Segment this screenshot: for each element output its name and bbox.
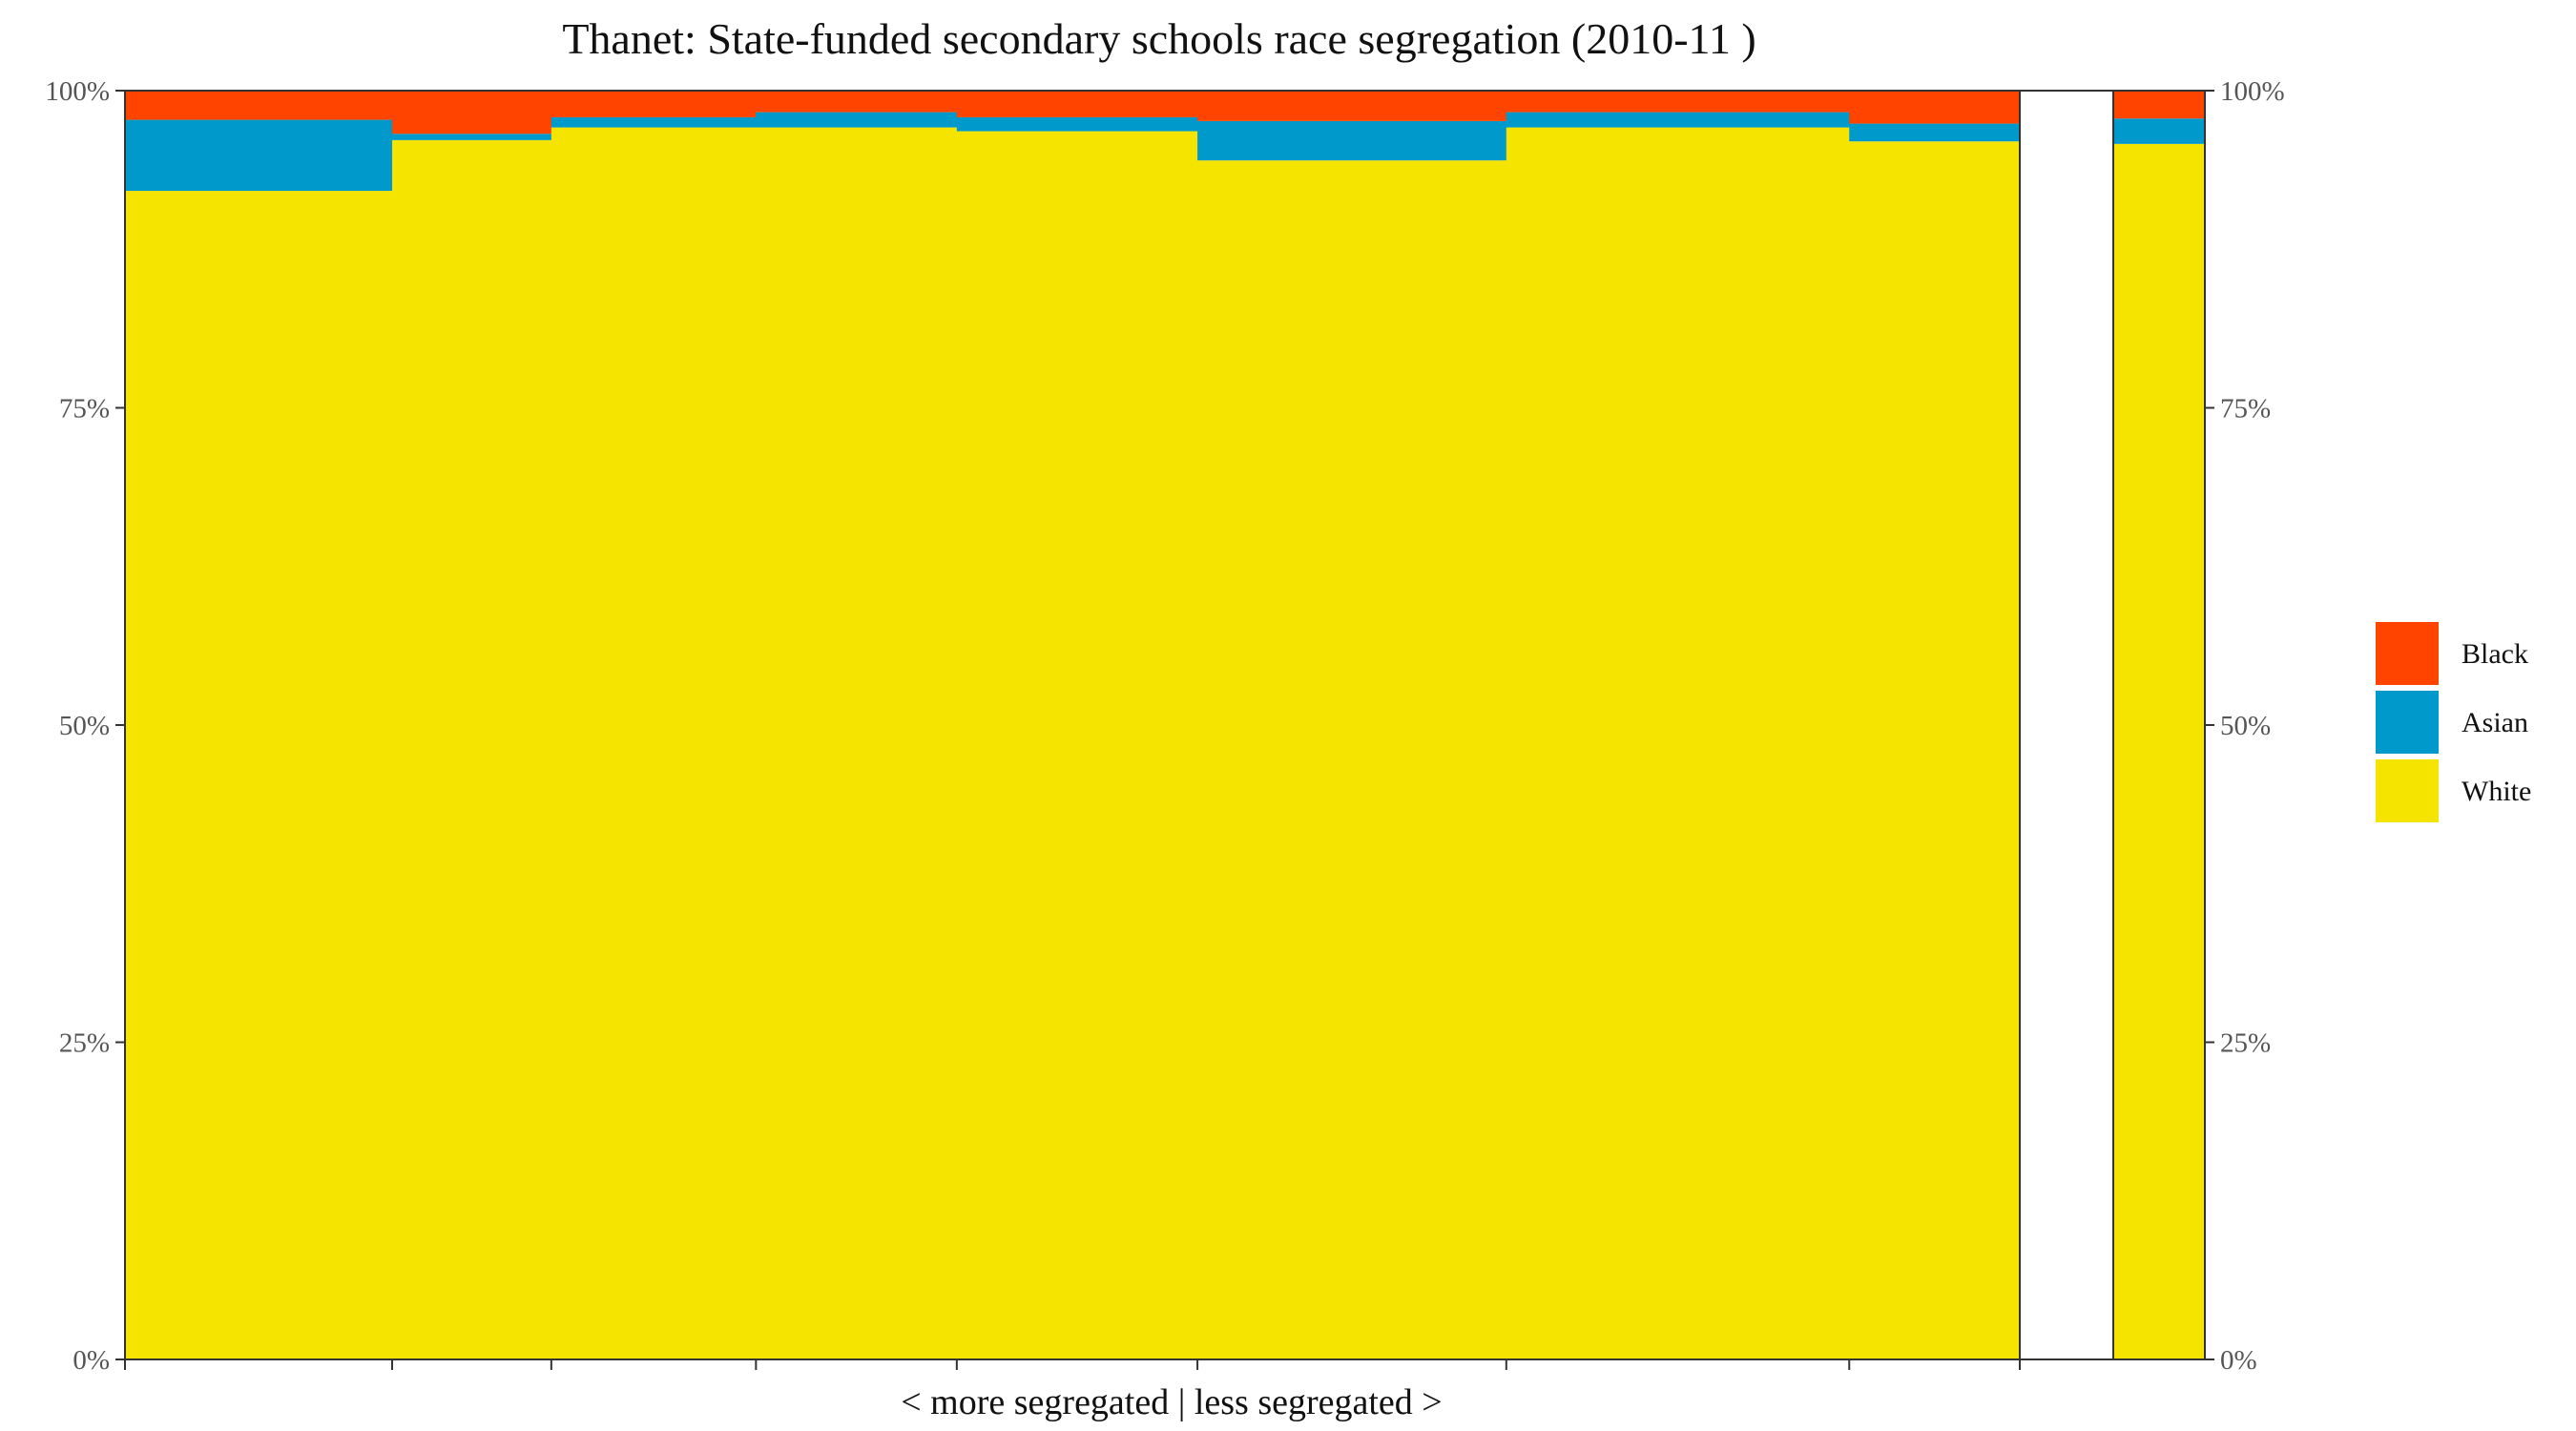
bar-segment-school-8-black	[1849, 91, 2021, 124]
bar-segment-school-3-white	[551, 127, 757, 1359]
bar-segment-school-7-white	[1506, 127, 1850, 1359]
overall-bar-segment-black	[2113, 91, 2205, 119]
legend-label-black: Black	[2462, 638, 2528, 670]
legend-swatch-asian	[2376, 691, 2439, 754]
bar-segment-school-6-white	[1197, 160, 1507, 1359]
bar-segment-school-1-white	[125, 191, 393, 1359]
bar-segment-school-5-asian	[956, 116, 1198, 132]
bar-segment-school-2-asian	[392, 134, 552, 140]
bar-segment-school-5-white	[956, 131, 1198, 1359]
legend-label-white: White	[2462, 776, 2531, 807]
left-y-tick-label: 100%	[45, 76, 110, 107]
bar-segment-school-4-asian	[756, 112, 958, 128]
legend-label-asian: Asian	[2462, 707, 2528, 738]
overall-bar-segment-white	[2113, 143, 2205, 1360]
legend-swatch-white	[2376, 759, 2439, 822]
legend: Black Asian White	[2376, 622, 2531, 822]
bar-segment-school-2-black	[392, 91, 552, 135]
left-y-tick-label: 50%	[59, 711, 110, 741]
bar-segment-school-1-asian	[125, 119, 393, 192]
overall-bar-segment-asian	[2113, 118, 2205, 144]
bar-segment-school-8-white	[1849, 141, 2021, 1360]
left-y-tick-label: 75%	[59, 394, 110, 425]
chart-title: Thanet: State-funded secondary schools r…	[562, 14, 1755, 63]
main-plot-area	[125, 91, 2021, 1360]
overall-bar-area	[2113, 91, 2205, 1360]
axes: 0% 0% 25% 25% 50% 50% 75% 75% 100% 100%	[45, 76, 2284, 1376]
right-y-tick-label: 75%	[2220, 394, 2271, 425]
bar-segment-school-6-asian	[1197, 120, 1507, 161]
bar-segment-school-3-asian	[551, 116, 757, 128]
bar-segment-school-1-black	[125, 91, 393, 120]
left-y-tick-label: 25%	[59, 1028, 110, 1059]
bar-segment-school-8-asian	[1849, 123, 2021, 142]
bar-segment-school-6-black	[1197, 91, 1507, 121]
bar-segment-school-7-asian	[1506, 112, 1850, 128]
bar-segment-school-4-white	[756, 127, 958, 1359]
legend-swatch-black	[2376, 622, 2439, 685]
right-y-tick-label: 50%	[2220, 711, 2271, 741]
bar-segment-school-4-black	[756, 91, 958, 113]
bar-segment-school-5-black	[956, 91, 1198, 117]
bar-segment-school-7-black	[1506, 91, 1850, 113]
right-y-tick-label: 25%	[2220, 1028, 2271, 1059]
right-y-tick-label: 0%	[2220, 1345, 2257, 1376]
left-y-tick-label: 0%	[73, 1345, 110, 1376]
right-y-tick-label: 100%	[2220, 76, 2285, 107]
bar-segment-school-3-black	[551, 91, 757, 117]
x-axis-label: < more segregated | less segregated >	[901, 1382, 1442, 1422]
bar-segment-school-2-white	[392, 139, 552, 1359]
